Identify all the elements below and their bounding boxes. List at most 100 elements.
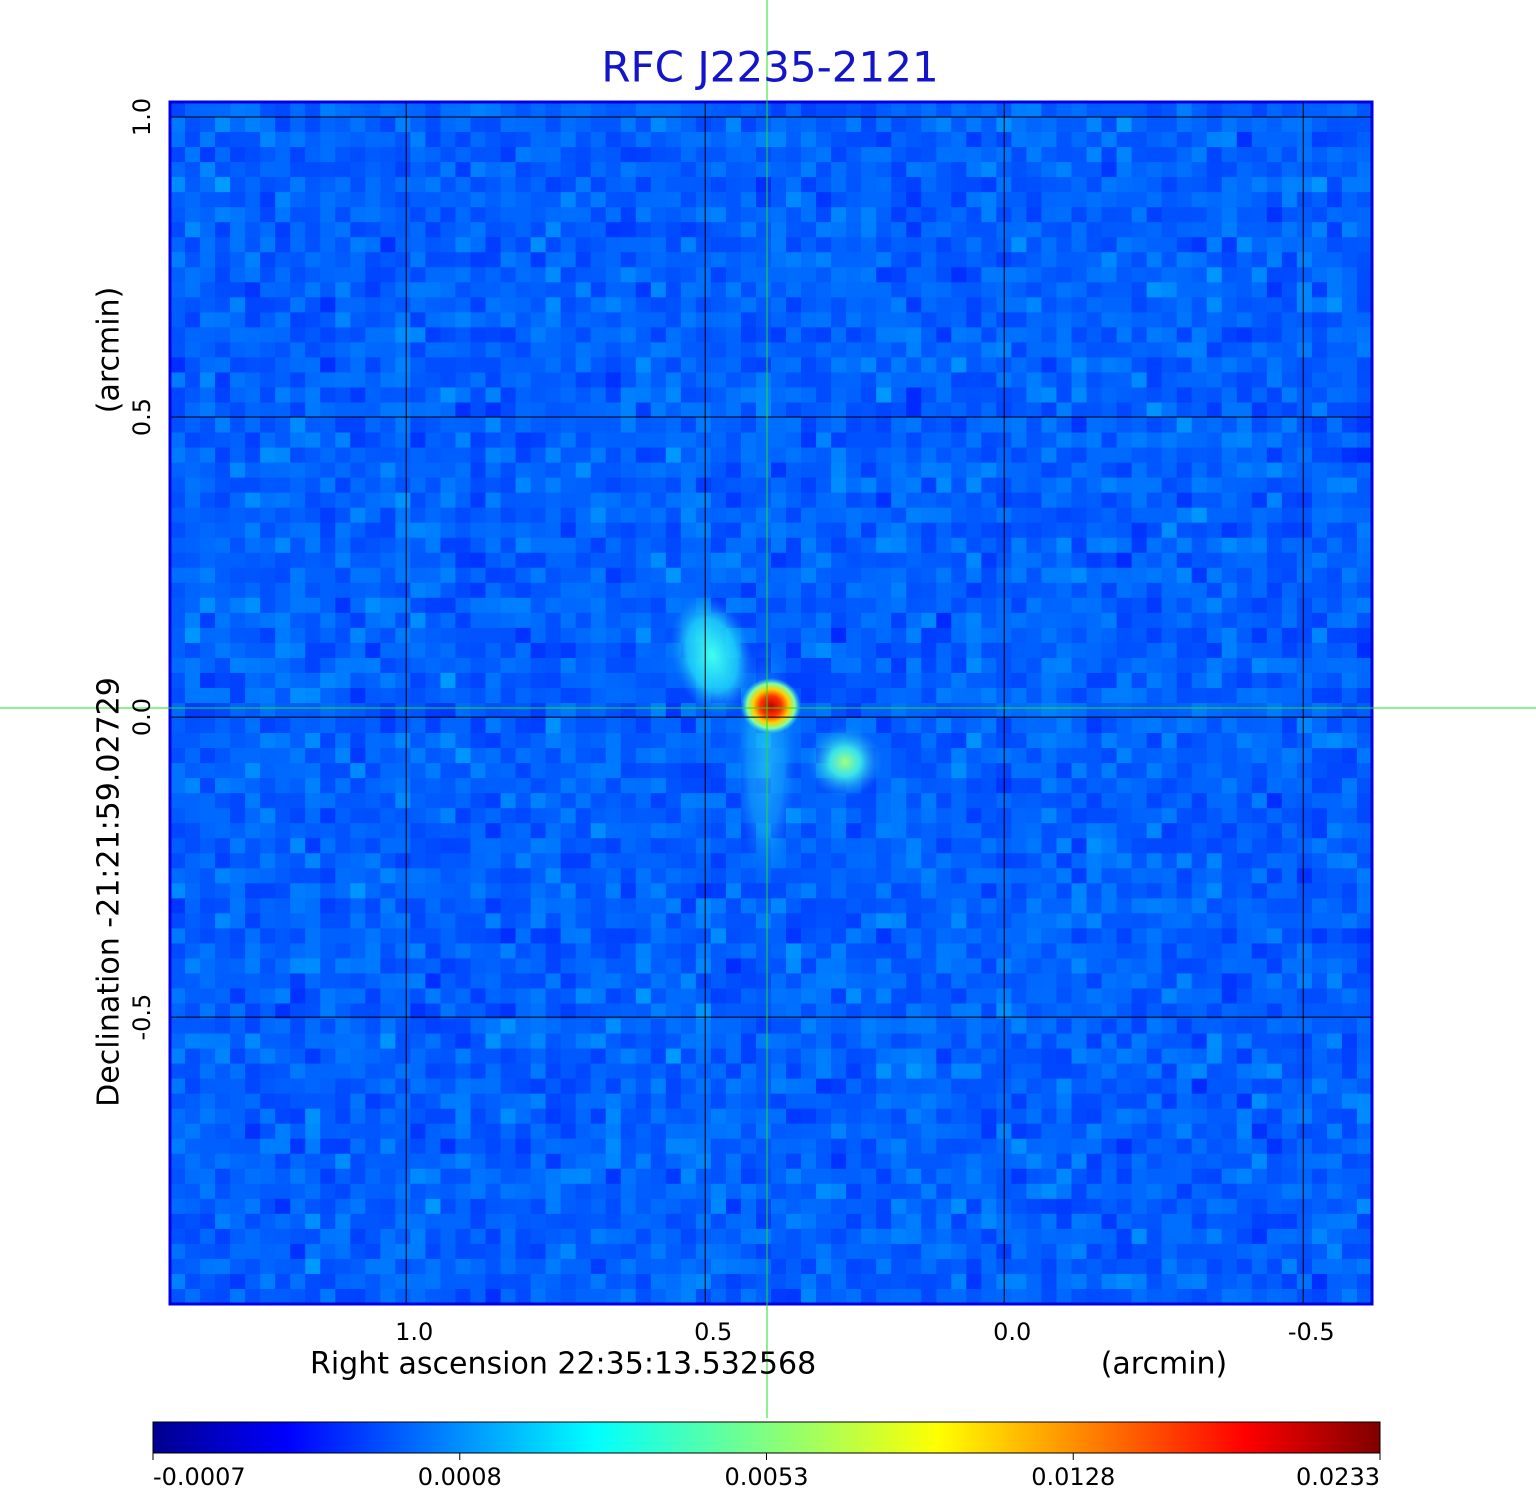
pixel bbox=[545, 552, 562, 569]
pixel bbox=[861, 552, 877, 569]
pixel bbox=[1161, 222, 1178, 238]
pixel bbox=[1101, 687, 1118, 704]
pixel bbox=[906, 387, 922, 404]
pixel bbox=[410, 222, 427, 238]
pixel bbox=[290, 567, 306, 584]
pixel bbox=[816, 297, 832, 313]
pixel bbox=[395, 477, 411, 494]
pixel bbox=[605, 898, 622, 914]
pixel bbox=[755, 537, 772, 554]
pixel bbox=[545, 372, 562, 389]
pixel bbox=[590, 642, 607, 659]
pixel bbox=[260, 823, 276, 839]
pixel bbox=[861, 928, 877, 944]
pixel bbox=[560, 192, 577, 208]
pixel bbox=[275, 162, 291, 178]
pixel bbox=[1341, 147, 1358, 163]
pixel bbox=[695, 883, 712, 899]
pixel bbox=[1146, 943, 1163, 960]
pixel bbox=[1056, 102, 1073, 118]
pixel bbox=[891, 627, 907, 644]
pixel bbox=[305, 823, 321, 839]
pixel bbox=[290, 102, 306, 118]
pixel bbox=[290, 342, 306, 359]
pixel bbox=[710, 1003, 727, 1020]
pixel bbox=[305, 597, 321, 614]
pixel bbox=[1041, 898, 1058, 914]
pixel bbox=[1281, 718, 1298, 734]
pixel bbox=[755, 177, 772, 193]
pixel bbox=[1146, 267, 1163, 283]
pixel bbox=[215, 763, 231, 779]
pixel bbox=[1266, 312, 1283, 328]
pixel bbox=[320, 657, 336, 674]
pixel bbox=[605, 282, 622, 298]
pixel bbox=[170, 222, 186, 238]
pixel bbox=[620, 582, 637, 599]
pixel bbox=[215, 748, 231, 764]
pixel bbox=[981, 808, 997, 824]
pixel bbox=[575, 778, 592, 794]
pixel bbox=[605, 718, 622, 734]
pixel bbox=[710, 537, 727, 554]
pixel bbox=[1146, 898, 1163, 914]
pixel bbox=[440, 838, 457, 854]
pixel bbox=[635, 1003, 652, 1020]
pixel bbox=[1251, 177, 1268, 193]
pixel bbox=[755, 267, 772, 283]
pixel bbox=[1041, 177, 1058, 193]
pixel bbox=[1326, 192, 1343, 208]
pixel bbox=[575, 402, 592, 419]
pixel bbox=[1056, 928, 1073, 944]
pixel bbox=[921, 943, 937, 960]
pixel bbox=[365, 552, 381, 569]
pixel bbox=[771, 567, 787, 584]
pixel bbox=[695, 838, 712, 854]
pixel bbox=[170, 552, 186, 569]
pixel bbox=[801, 417, 817, 434]
pixel bbox=[665, 102, 682, 118]
pixel bbox=[380, 537, 396, 554]
pixel bbox=[1146, 733, 1163, 749]
pixel bbox=[755, 973, 772, 990]
pixel bbox=[1266, 297, 1283, 313]
pixel bbox=[876, 177, 892, 193]
pixel bbox=[755, 357, 772, 374]
pixel bbox=[335, 838, 351, 854]
pixel bbox=[1071, 552, 1088, 569]
pixel bbox=[1326, 282, 1343, 298]
pixel bbox=[500, 567, 517, 584]
pixel bbox=[1236, 117, 1253, 133]
pixel bbox=[1191, 1018, 1208, 1035]
pixel bbox=[771, 222, 787, 238]
pixel bbox=[1221, 582, 1238, 599]
pixel bbox=[1041, 447, 1058, 464]
pixel bbox=[906, 958, 922, 975]
pixel bbox=[485, 627, 502, 644]
pixel bbox=[215, 687, 231, 704]
pixel bbox=[801, 988, 817, 1005]
pixel bbox=[380, 192, 396, 208]
pixel bbox=[981, 567, 997, 584]
pixel bbox=[816, 267, 832, 283]
pixel bbox=[545, 582, 562, 599]
pixel bbox=[500, 267, 517, 283]
pixel bbox=[1296, 432, 1313, 449]
pixel bbox=[786, 447, 802, 464]
pixel bbox=[801, 282, 817, 298]
pixel bbox=[290, 1033, 306, 1050]
pixel bbox=[1356, 958, 1372, 975]
pixel bbox=[725, 237, 742, 253]
pixel bbox=[1071, 102, 1088, 118]
pixel bbox=[320, 672, 336, 689]
pixel bbox=[245, 763, 261, 779]
pixel bbox=[215, 507, 231, 524]
pixel bbox=[1041, 838, 1058, 854]
pixel bbox=[861, 432, 877, 449]
pixel bbox=[650, 132, 667, 148]
pixel bbox=[1026, 252, 1043, 268]
pixel bbox=[245, 417, 261, 434]
pixel bbox=[200, 778, 216, 794]
pixel bbox=[1131, 657, 1148, 674]
pixel bbox=[275, 522, 291, 539]
